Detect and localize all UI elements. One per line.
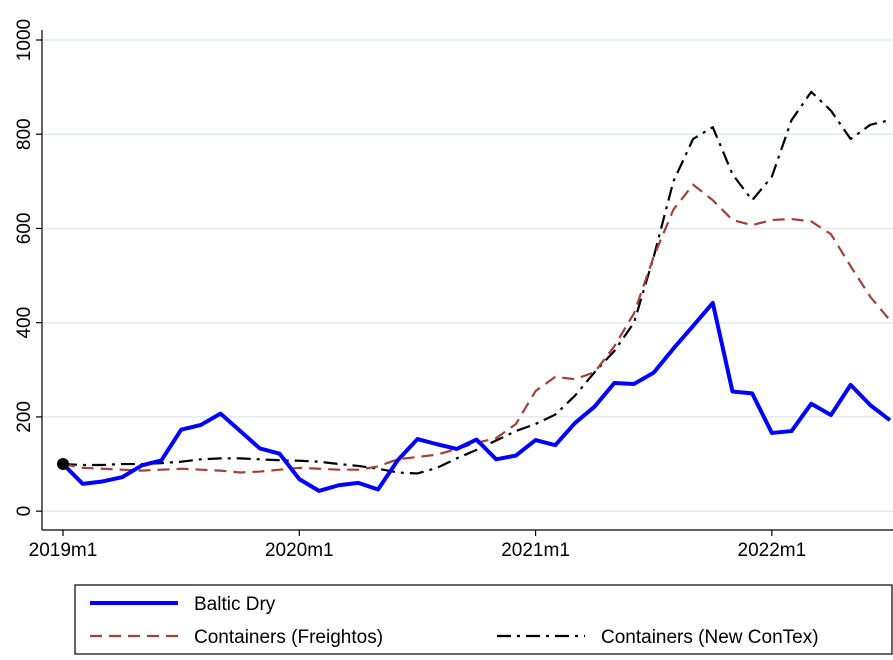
x-tick-label: 2022m1 bbox=[738, 540, 807, 561]
legend-box bbox=[74, 584, 893, 655]
legend-label: Baltic Dry bbox=[194, 594, 276, 615]
y-tick-label: 200 bbox=[14, 401, 35, 433]
y-tick-label: 800 bbox=[14, 118, 35, 150]
legend-label: Containers (Freightos) bbox=[194, 627, 383, 648]
legend-label: Containers (New ConTex) bbox=[601, 627, 819, 648]
series-line bbox=[62, 90, 891, 475]
y-tick-label: 0 bbox=[14, 506, 35, 517]
start-marker bbox=[57, 458, 69, 471]
series-line bbox=[62, 183, 891, 474]
y-tick-label: 600 bbox=[14, 213, 35, 245]
series-line bbox=[61, 300, 892, 493]
y-tick-label: 400 bbox=[14, 307, 35, 339]
y-tick-label: 1000 bbox=[14, 19, 35, 61]
x-tick-label: 2021m1 bbox=[501, 540, 570, 561]
x-tick-label: 2020m1 bbox=[265, 540, 334, 561]
x-tick-label: 2019m1 bbox=[29, 540, 98, 561]
